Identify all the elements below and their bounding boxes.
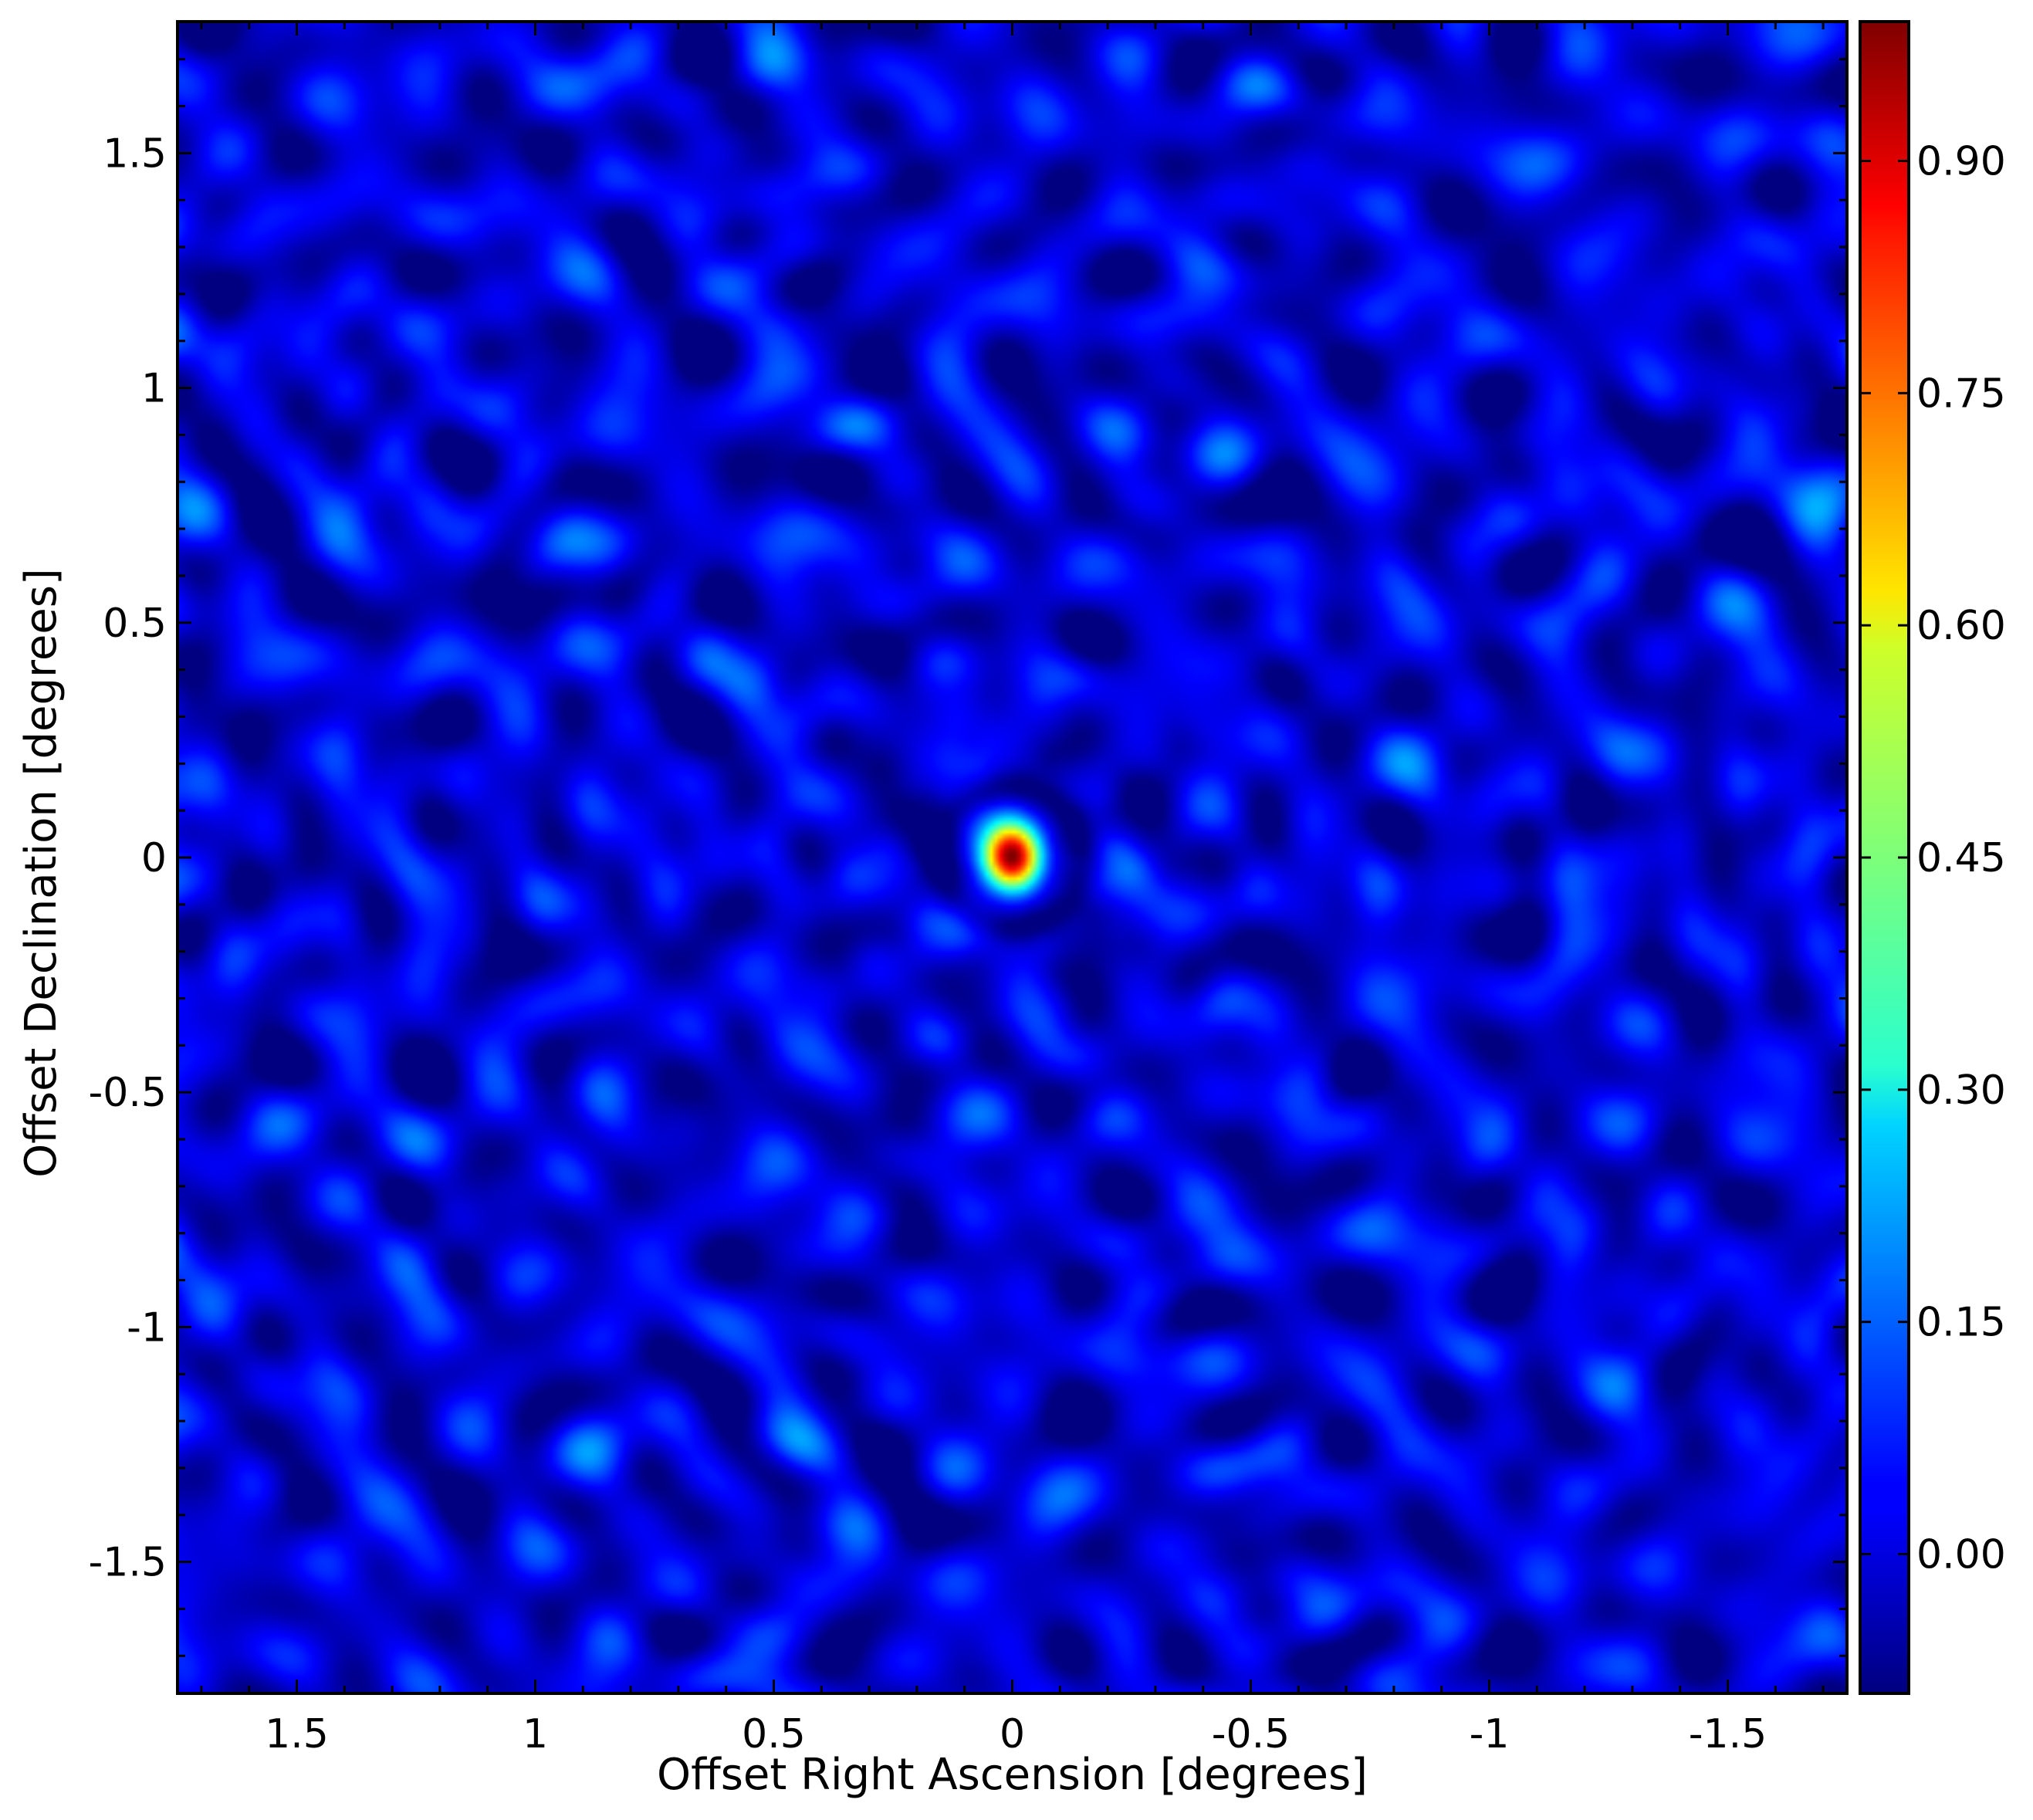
y-tick-label: 1 <box>141 366 167 412</box>
x-tick-label: 1.5 <box>265 1711 329 1757</box>
x-tick-label: 0 <box>1000 1711 1025 1757</box>
x-tick-label: -0.5 <box>1212 1711 1290 1757</box>
colorbar: 0.90 0.75 0.60 0.45 0.30 0.15 0.00 <box>1859 20 2006 1695</box>
heatmap-image <box>178 22 1847 1693</box>
colorbar-tick-label: 0.75 <box>1916 370 2006 417</box>
x-tick-label: 0.5 <box>742 1711 806 1757</box>
colorbar-tick-label: 0.60 <box>1916 603 2006 649</box>
y-tick-label: -1.5 <box>89 1540 167 1586</box>
y-axis-tick-labels: 1.5 1 0.5 0 -0.5 -1 -1.5 <box>89 130 167 1585</box>
colorbar-tick-labels: 0.90 0.75 0.60 0.45 0.30 0.15 0.00 <box>1916 139 2006 1578</box>
y-tick-label: -1 <box>127 1304 167 1351</box>
x-axis-ticks <box>200 22 1825 1693</box>
x-tick-label: 1 <box>523 1711 548 1757</box>
colorbar-ticks <box>1860 160 1909 1555</box>
x-tick-label: -1 <box>1470 1711 1510 1757</box>
y-tick-label: -0.5 <box>89 1070 167 1116</box>
colorbar-tick-label: 0.00 <box>1916 1532 2006 1578</box>
colorbar-tick-label: 0.90 <box>1916 139 2006 185</box>
plot-area: 1.5 1 0.5 0 -0.5 -1 -1.5 1.5 1 0.5 0 -0.5 -1 -1.5 <box>89 20 1849 1757</box>
y-axis-ticks <box>178 58 1847 1657</box>
x-axis-label: Offset Right Ascension [degrees] <box>657 1750 1368 1800</box>
y-axis-label: Offset Declination [degrees] <box>16 568 66 1178</box>
x-axis-tick-labels: 1.5 1 0.5 0 -0.5 -1 -1.5 <box>265 1711 1767 1757</box>
x-tick-label: -1.5 <box>1689 1711 1767 1757</box>
colorbar-tick-label: 0.30 <box>1916 1067 2006 1114</box>
colorbar-tick-label: 0.45 <box>1916 835 2006 881</box>
colorbar-tick-label: 0.15 <box>1916 1300 2006 1346</box>
y-tick-label: 0.5 <box>103 600 167 647</box>
y-tick-label: 0 <box>141 835 167 881</box>
y-tick-label: 1.5 <box>103 130 167 177</box>
